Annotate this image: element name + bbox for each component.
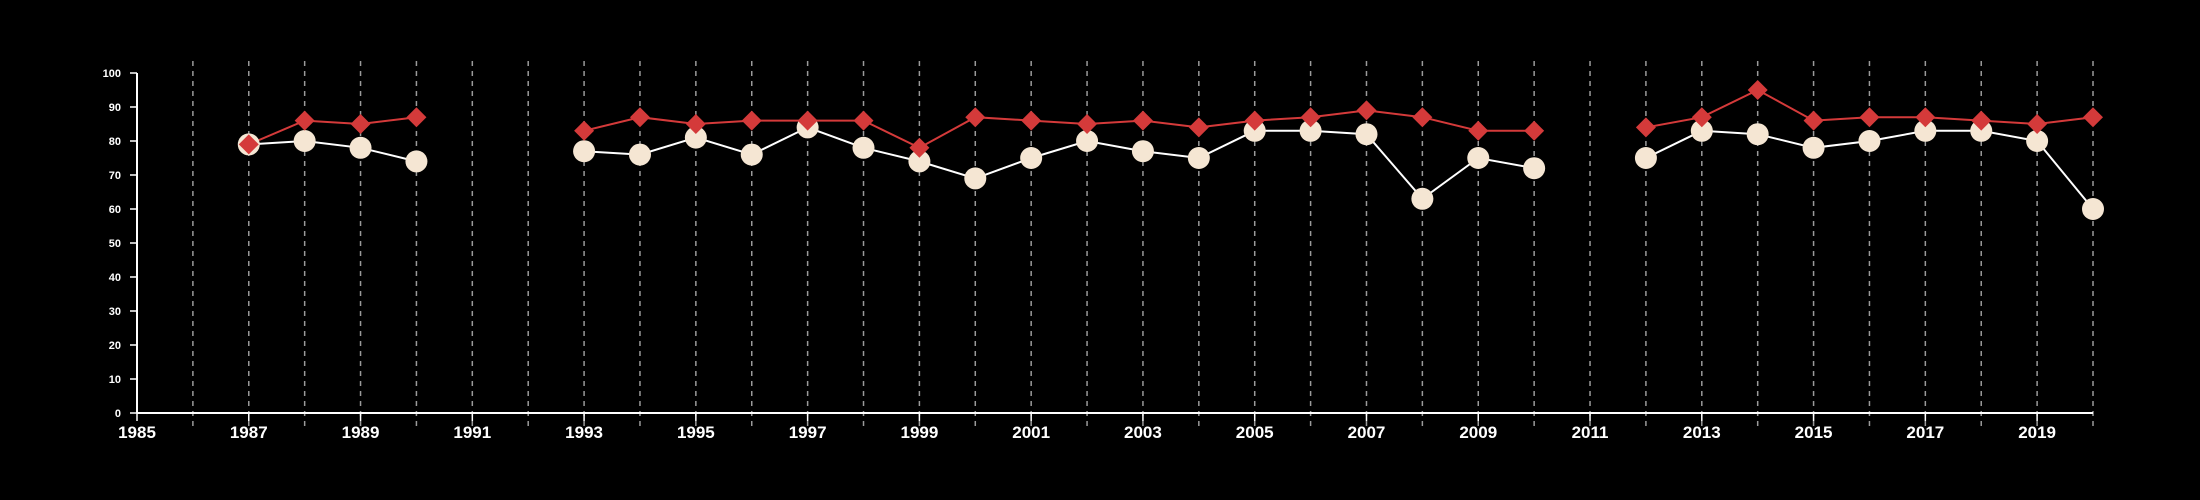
data-point-circle — [852, 136, 875, 159]
series — [237, 80, 2104, 220]
data-point-diamond — [1188, 117, 1209, 138]
data-point-diamond — [2027, 114, 2048, 134]
axes: 0 10 20 30 40 50 60 70 80 90 100 1985 1987 1989 1991 19… — [103, 68, 2093, 442]
x-tick-label: 1991 — [453, 423, 491, 442]
x-tick-label: 1987 — [230, 423, 268, 442]
x-tick-label: 2015 — [1795, 423, 1833, 442]
data-point-circle — [1802, 136, 1825, 159]
x-tick-label: 1985 — [118, 423, 156, 442]
x-tick-label: 2017 — [1906, 423, 1944, 442]
data-point-diamond — [797, 110, 818, 131]
data-point-diamond — [1747, 80, 1768, 100]
data-point-circle — [405, 150, 428, 173]
data-point-diamond — [1859, 107, 1880, 128]
series-circle-line-0 — [248, 139, 417, 163]
data-point-circle — [1523, 157, 1546, 180]
data-point-diamond — [1691, 107, 1712, 128]
y-tick-label: 50 — [109, 238, 121, 250]
data-point-circle — [1914, 119, 1937, 142]
y-tick-label: 80 — [109, 136, 121, 148]
y-tick-label: 10 — [109, 374, 121, 386]
data-point-circle — [1076, 130, 1099, 152]
data-point-circle — [2026, 130, 2049, 152]
data-point-circle — [1020, 147, 1043, 169]
data-point-circle — [573, 140, 596, 163]
data-point-diamond — [1468, 120, 1489, 141]
series-diamond-line-1 — [583, 109, 1535, 149]
data-point-diamond — [965, 107, 986, 128]
data-point-diamond — [1971, 110, 1992, 131]
data-point-diamond — [238, 134, 259, 155]
data-point-circle — [684, 126, 707, 149]
data-point-diamond — [350, 114, 371, 134]
data-point-circle — [1299, 119, 1322, 142]
data-point-diamond — [853, 110, 874, 131]
x-tick-label: 2011 — [1572, 423, 1609, 442]
data-point-diamond — [1356, 100, 1377, 121]
x-tick-label: 1999 — [900, 423, 938, 442]
data-point-circle — [964, 167, 987, 190]
data-point-circle — [1858, 130, 1881, 152]
y-tick-label: 40 — [109, 272, 121, 284]
data-point-diamond — [406, 107, 427, 128]
data-point-circle — [293, 130, 316, 152]
data-point-diamond — [574, 120, 595, 141]
x-tick-label: 1989 — [342, 423, 380, 442]
data-point-circle — [1634, 147, 1657, 169]
data-point-circle — [1411, 187, 1434, 210]
data-point-diamond — [1132, 110, 1153, 131]
data-point-diamond — [909, 137, 930, 158]
data-point-circle — [1243, 119, 1266, 142]
x-tick-label: 2005 — [1236, 423, 1274, 442]
data-point-circle — [628, 143, 651, 166]
data-point-circle — [1131, 140, 1154, 163]
data-point-circle — [1970, 119, 1993, 142]
data-point-circle — [740, 143, 763, 166]
data-point-diamond — [1412, 107, 1433, 128]
data-point-diamond — [1300, 107, 1321, 128]
data-point-circle — [2082, 198, 2104, 220]
y-tick-label: 0 — [115, 408, 121, 420]
data-point-diamond — [1803, 110, 1824, 131]
data-point-diamond — [1524, 120, 1545, 141]
data-point-diamond — [2083, 107, 2103, 128]
y-tick-label: 30 — [109, 306, 121, 318]
data-point-diamond — [1021, 110, 1042, 131]
data-point-circle — [908, 150, 931, 173]
x-tick-label: 1993 — [565, 423, 603, 442]
data-point-diamond — [685, 114, 706, 134]
x-tick-label: 2001 — [1012, 423, 1050, 442]
y-tick-label: 100 — [103, 68, 121, 80]
x-tick-label: 1997 — [789, 423, 827, 442]
data-point-circle — [1690, 119, 1713, 142]
data-point-circle — [1746, 123, 1769, 146]
data-point-diamond — [1244, 110, 1265, 131]
y-tick-label: 60 — [109, 204, 121, 216]
data-point-circle — [1355, 123, 1378, 146]
series-circle-line-1 — [584, 126, 1535, 201]
x-tick-label: 1995 — [677, 423, 715, 442]
x-tick-label: 2009 — [1459, 423, 1497, 442]
data-point-circle — [1467, 147, 1490, 169]
data-point-diamond — [741, 110, 762, 131]
x-tick-label: 2003 — [1124, 423, 1162, 442]
y-tick-label: 90 — [109, 102, 121, 114]
data-point-diamond — [294, 110, 315, 131]
data-point-diamond — [1077, 114, 1098, 134]
y-tick-label: 20 — [109, 340, 121, 352]
data-point-diamond — [629, 107, 650, 128]
x-tick-label: 2013 — [1683, 423, 1721, 442]
x-tick-label: 2007 — [1348, 423, 1386, 442]
data-point-diamond — [1915, 107, 1936, 128]
data-point-diamond — [1635, 117, 1656, 138]
data-point-circle — [349, 136, 372, 159]
data-point-circle — [1187, 147, 1210, 169]
x-tick-label: 2019 — [2018, 423, 2056, 442]
y-tick-label: 70 — [109, 170, 121, 182]
series-diamond-line-0 — [248, 116, 417, 146]
